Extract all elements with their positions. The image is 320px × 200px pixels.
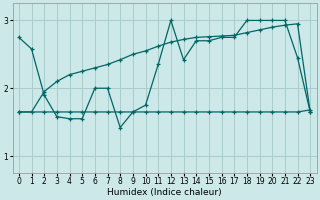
X-axis label: Humidex (Indice chaleur): Humidex (Indice chaleur) — [107, 188, 222, 197]
